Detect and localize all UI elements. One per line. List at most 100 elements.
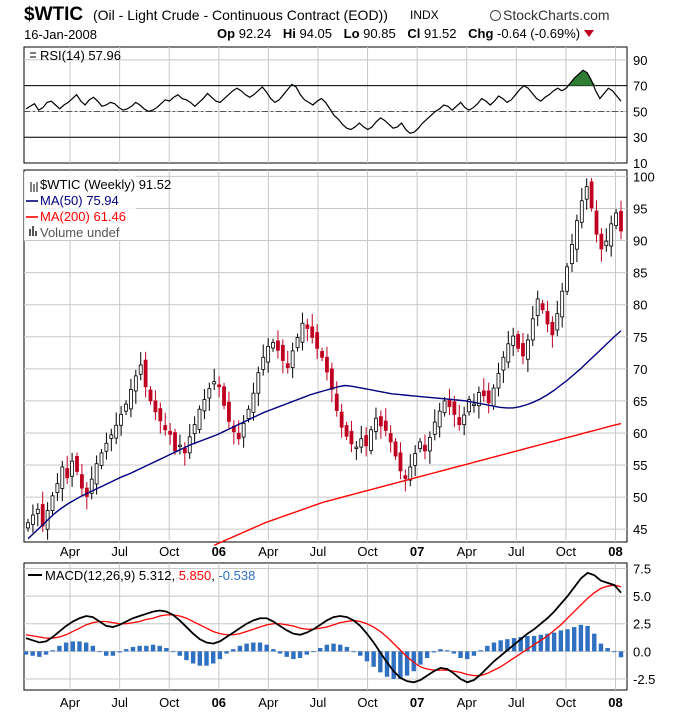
- instrument-name: (Oil - Light Crude - Continuous Contract…: [93, 7, 388, 23]
- macd-hist-bar: [424, 651, 430, 658]
- candle-up: [109, 434, 114, 439]
- candle-up: [501, 356, 506, 371]
- rsi-tick-label: 90: [633, 53, 647, 68]
- candle-down: [540, 303, 545, 311]
- candle-up: [427, 437, 432, 452]
- candle-up: [261, 356, 266, 370]
- macd-hist-bar: [465, 651, 470, 660]
- low-label: Lo: [343, 26, 360, 41]
- x-label-upper: Oct: [159, 544, 180, 559]
- price-candles: [26, 178, 623, 540]
- candle-up: [476, 392, 481, 407]
- price-legend-item: MA(200) 61.46: [40, 209, 126, 224]
- candle-up: [462, 414, 467, 426]
- macd-hist-bar: [578, 624, 584, 652]
- candle-down: [222, 386, 226, 406]
- candle-up: [472, 403, 476, 407]
- rsi-tick-label: 10: [633, 156, 647, 171]
- low-value: 90.85: [363, 26, 396, 41]
- macd-hist-bar: [378, 651, 383, 673]
- open-label: Op: [217, 26, 236, 41]
- macd-hist-bar: [63, 642, 69, 652]
- macd-legend-value: 5.850: [179, 568, 212, 583]
- x-label-upper: Apr: [258, 544, 279, 559]
- legend-sep: ,: [171, 568, 178, 583]
- macd-hist-bar: [137, 645, 142, 652]
- macd-hist-bar: [351, 651, 356, 653]
- macd-histogram: [23, 624, 624, 679]
- macd-hist-bar: [37, 651, 42, 657]
- macd-tick-label: 7.5: [633, 562, 651, 577]
- macd-hist-bar: [150, 644, 156, 652]
- macd-hist-bar: [404, 651, 410, 676]
- macd-hist-bar: [297, 651, 303, 658]
- macd-hist-bar: [491, 642, 497, 652]
- macd-hist-bar: [197, 651, 203, 666]
- x-label-lower: 07: [410, 695, 424, 710]
- price-legend-bg: [24, 172, 136, 240]
- candle-down: [619, 210, 623, 232]
- rsi-legend-icon: [30, 52, 36, 58]
- macd-hist-bar: [277, 651, 283, 654]
- candle-up: [555, 313, 560, 331]
- candle-down: [594, 210, 599, 235]
- macd-hist-bar: [525, 635, 530, 652]
- close-value: 91.52: [423, 26, 457, 41]
- candle-down: [339, 411, 344, 428]
- candle-down: [403, 475, 408, 479]
- candle-down: [153, 400, 158, 413]
- candle-up: [119, 413, 124, 426]
- candle-up: [570, 243, 574, 265]
- macd-hist-bar: [384, 651, 390, 677]
- x-label-lower: Oct: [159, 695, 180, 710]
- macd-hist-bar: [237, 645, 243, 652]
- candle-down: [329, 368, 334, 390]
- macd-tick-label: -2.5: [633, 672, 655, 687]
- candle-down: [423, 444, 427, 452]
- macd-hist-bar: [398, 651, 403, 679]
- candle-down: [75, 455, 79, 472]
- rsi-overbought-fill: [566, 70, 596, 86]
- macd-hist-bar: [598, 643, 604, 652]
- candle-down: [393, 441, 398, 457]
- x-label-lower: Jul: [508, 695, 525, 710]
- candle-up: [295, 336, 300, 349]
- price-tick-label: 60: [633, 426, 647, 441]
- candle-down: [217, 384, 222, 388]
- macd-hist-bar: [244, 643, 249, 652]
- candle-up: [26, 522, 30, 529]
- candle-down: [325, 356, 329, 373]
- candle-up: [251, 392, 256, 413]
- candle-up: [50, 495, 55, 511]
- candle-up: [506, 343, 511, 363]
- candle-up: [207, 388, 212, 399]
- macd-signal-line: [25, 584, 622, 677]
- macd-hist-bar: [251, 642, 256, 652]
- x-label-upper: 06: [212, 544, 226, 559]
- candle-down: [550, 321, 555, 336]
- macd-hist-bar: [505, 639, 510, 652]
- x-label-upper: Oct: [357, 544, 378, 559]
- change-value: -0.64 (-0.69%): [497, 26, 581, 41]
- macd-hist-bar: [97, 651, 102, 653]
- price-tick-label: 50: [633, 490, 647, 505]
- candle-up: [202, 399, 207, 412]
- candle-down: [168, 430, 173, 435]
- candle-up: [369, 429, 373, 452]
- candle-down: [143, 359, 148, 388]
- candle-down: [481, 390, 486, 397]
- candle-up: [511, 335, 516, 346]
- candle-down: [521, 343, 525, 357]
- candle-up: [413, 453, 418, 466]
- candle-down: [344, 425, 349, 437]
- macd-hist-bar: [90, 645, 96, 652]
- price-tick-label: 55: [633, 458, 647, 473]
- candle-down: [398, 452, 403, 472]
- macd-legend: MACD(12,26,9) 5.312, 5.850, -0.538: [28, 568, 255, 583]
- macd-hist-bar: [57, 645, 62, 652]
- macd-hist-bar: [110, 651, 116, 656]
- macd-hist-bar: [458, 651, 463, 658]
- x-label-lower: Apr: [258, 695, 279, 710]
- macd-hist-bar: [23, 651, 29, 655]
